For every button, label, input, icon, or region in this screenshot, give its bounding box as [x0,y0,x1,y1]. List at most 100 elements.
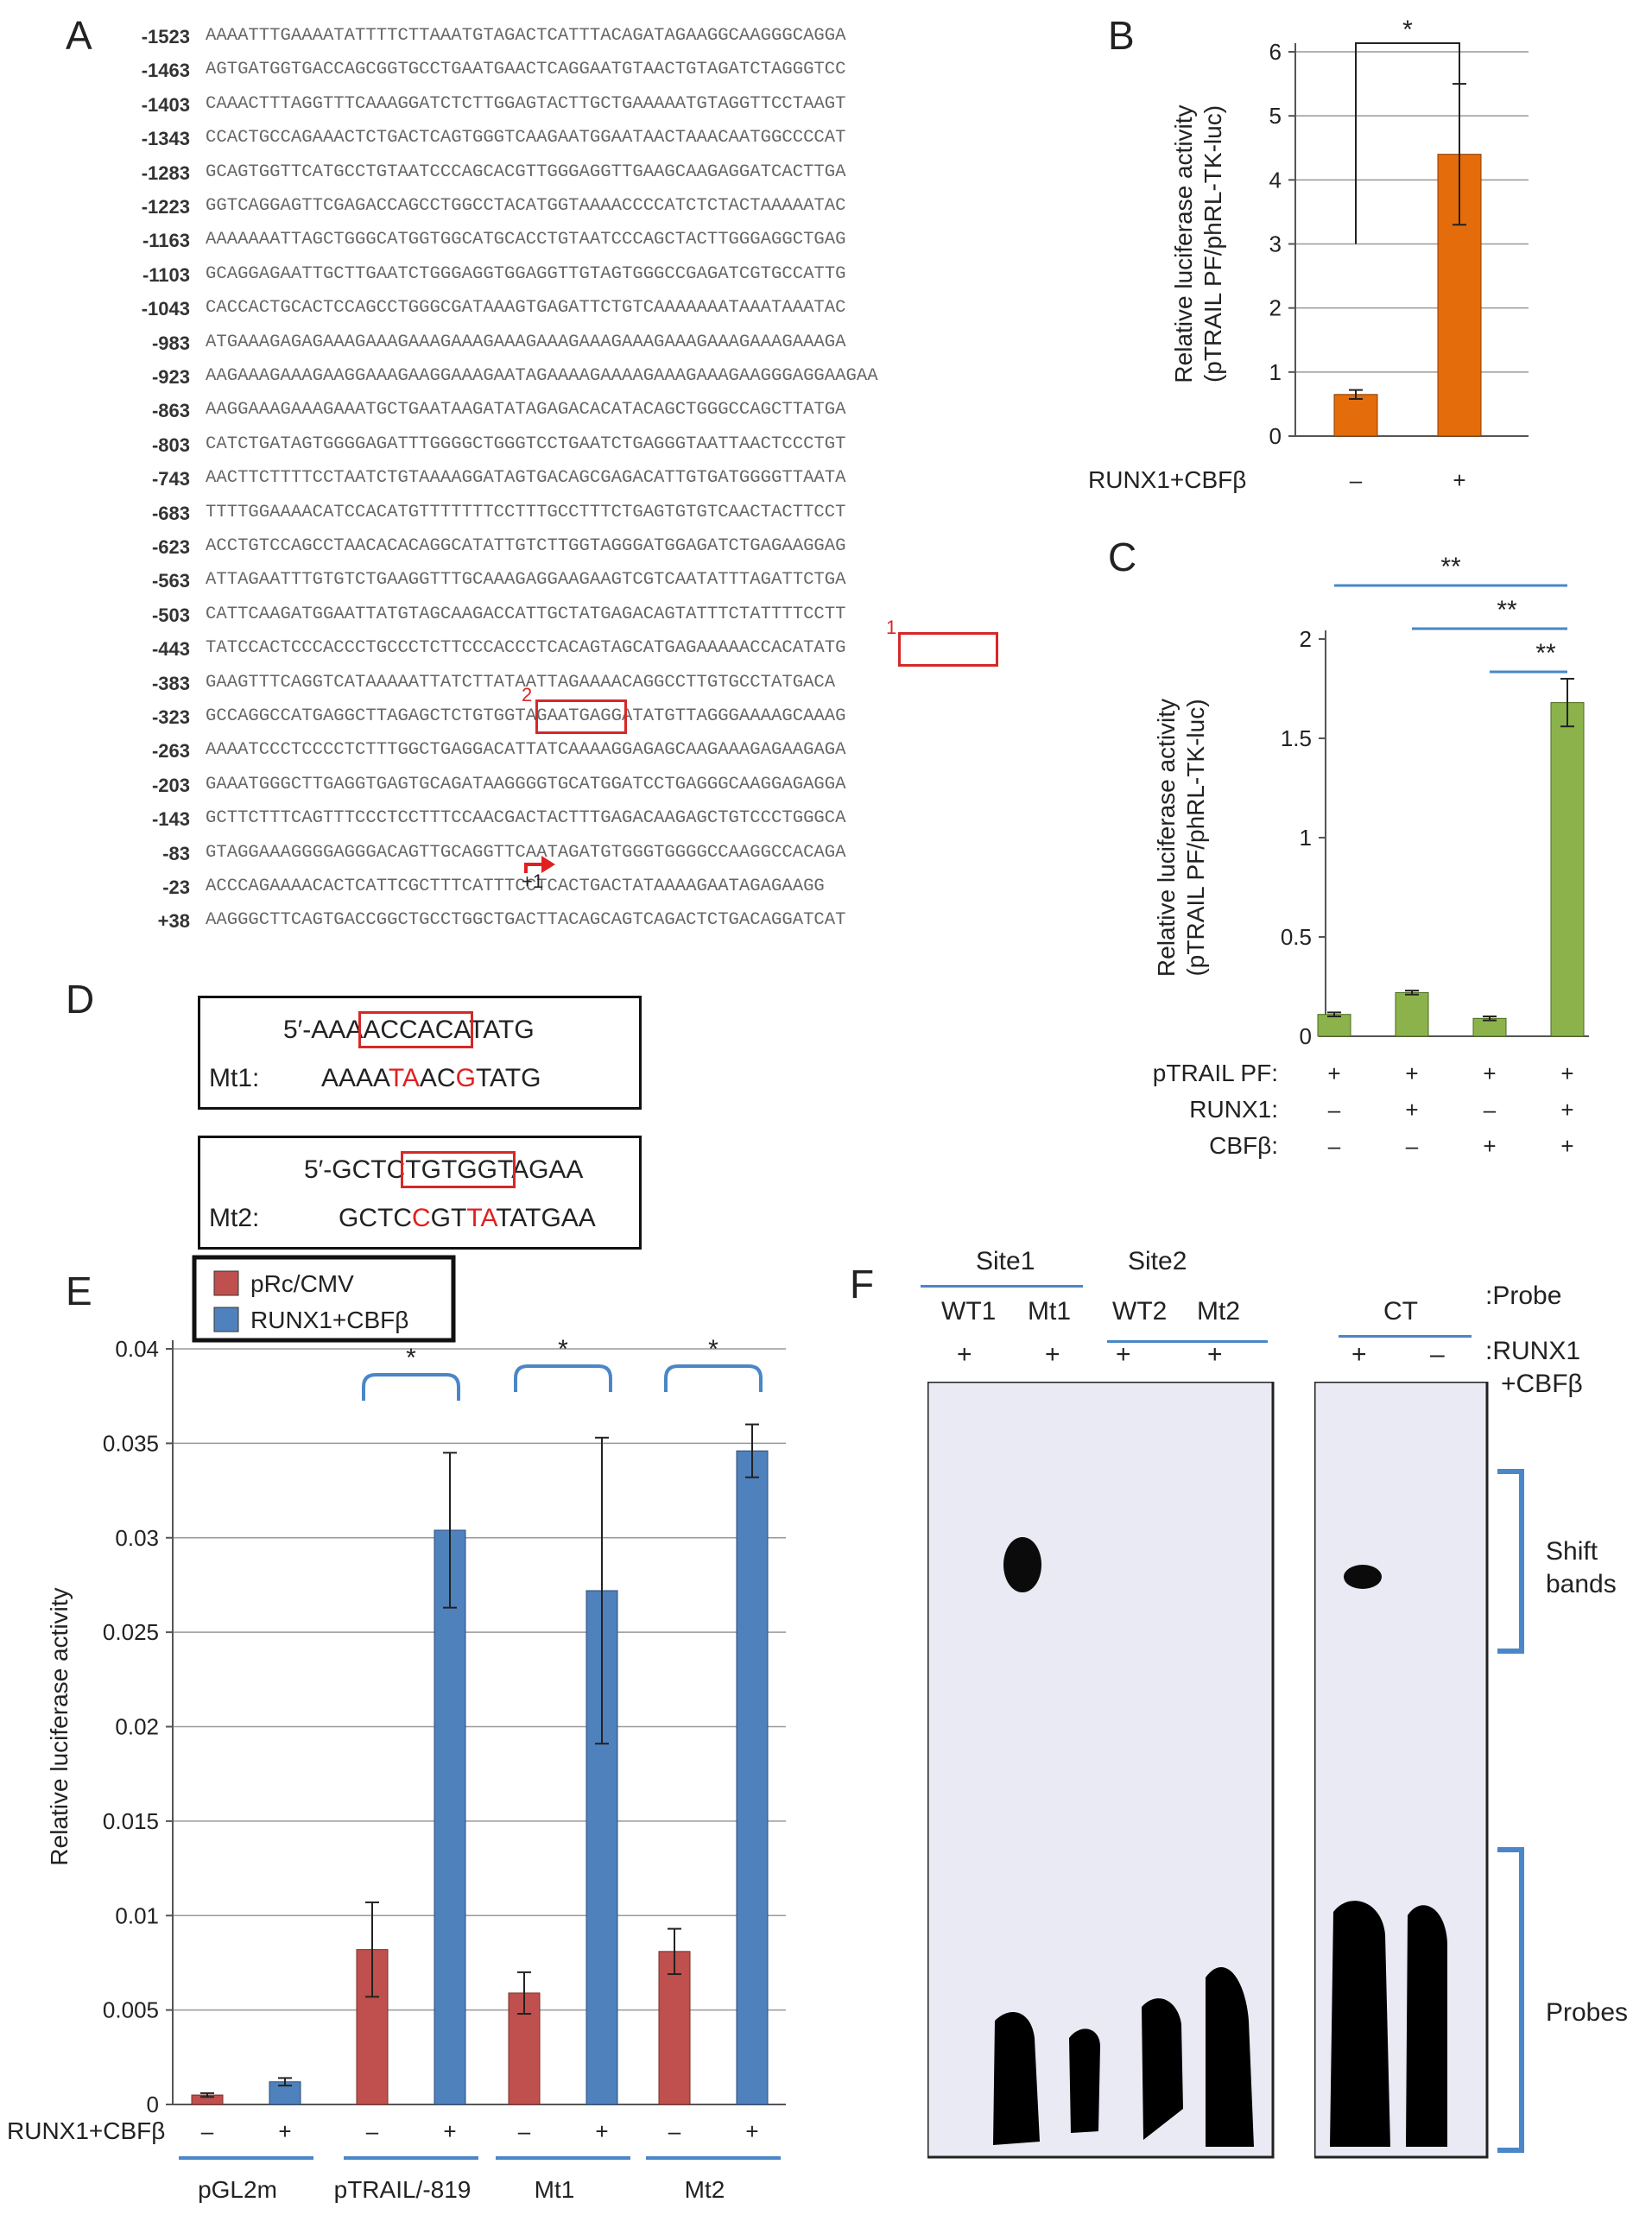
sign-ct-plus: + [1351,1340,1367,1369]
unchanged-base: GT [430,1204,467,1232]
sequence-position: -23 [162,877,190,898]
sequence-text: GCAGTGGTTCATGCCTGTAATCCCAGCACGTTGGGAGGTT… [206,161,846,182]
y-axis-label-line2: (pTRAIL PF/phRL-TK-luc) [1182,699,1209,976]
sequence-position: -1403 [141,93,190,116]
sequence-text: AACTTCTTTTCCTAATCTGTAAAAGGATAGTGACAGCGAG… [206,468,846,489]
sequence-text: AAAATCCCTCCCCTCTTTGGCTGAGGACATTATCAAAAGG… [206,740,846,761]
significance-bracket [1355,42,1460,244]
site2-line [1107,1340,1268,1343]
condition-row-label: pTRAIL PF: [1153,1060,1278,1086]
sequence-position: -1223 [141,196,190,218]
condition-sign: + [1327,1060,1340,1086]
panel-a-sequence: -1523 AAAATTTGAAAATATTTTCTTAAATGTAGACTCAT… [0,0,1071,959]
site1-mt-label: Mt1: [209,1064,260,1092]
x-category-label: + [1453,467,1465,493]
runx-row-label: :RUNX1 [1485,1337,1581,1365]
site2-mt-label: Mt2: [209,1204,260,1232]
y-tick-label: 0.02 [115,1714,159,1740]
tss-arrow-line [524,863,543,873]
legend-label: RUNX1+CBFβ [250,1307,408,1333]
condition-sign: + [595,2118,608,2144]
significance-bracket [362,1373,460,1401]
condition-sign: – [1328,1097,1341,1123]
sign-wt1: + [957,1340,972,1369]
sequence-text: GCCAGGCCATGAGGCTTAGAGCTCTGTGGTAGAATGAGGA… [206,706,846,726]
ct-line [1339,1335,1472,1338]
sequence-text: AAGAAAGAAAGAAGGAAAGAAGGAAAGAATAGAAAAGAAA… [206,366,878,386]
site1-wt-sequence: 5′-AAAACCACATATG [283,1011,535,1048]
probes-bracket [1497,1847,1524,2153]
sequence-text: TTTTGGAAAACATCCACATGTTTTTTTCCTTTGCCTTTCT… [206,502,846,522]
sequence-position: -863 [151,400,190,422]
significance-stars: ** [1440,553,1461,581]
panel-label-f: F [850,1262,875,1307]
site1-mt-sequence: AAAATAACGTATG [321,1064,541,1093]
site1-mutation-box: 5′-AAAACCACATATG Mt1: AAAATAACGTATG [198,996,642,1110]
bar [1550,702,1585,1037]
shift-band-ct [1344,1565,1382,1589]
y-tick-label: 2 [1269,295,1282,321]
chart-c: 0 0.5 1 1.5 2 ** ** ** Relative luciferase activ… [1153,553,1589,1159]
tss-label: +1 [522,870,544,892]
x-category-label: – [1350,467,1363,493]
y-axis-label: Relative luciferase activity [46,1587,73,1865]
sequence-text: CATCTGATAGTGGGGAGATTTGGGGCTGGGTCCTGAATCT… [206,434,846,454]
y-tick-label: 3 [1269,231,1282,257]
group-label: Mt1 [535,2176,575,2203]
condition-row-label: RUNX1: [1189,1096,1278,1123]
site2-wt-sequence: 5′-GCTCTGTGGTAGAA [304,1151,584,1188]
sequence-position: -743 [151,468,190,490]
sequence-text: CCACTGCCAGAAACTCTGACTCAGTGGGTCAAGAATGGAA… [206,128,846,149]
bar [736,1450,769,2105]
panel-label-b: B [1108,13,1135,58]
sequence-text: AGTGATGGTGACCAGCGGTGCCTGAATGAACTCAGGAATG… [206,60,846,80]
bar [1333,394,1378,437]
significance-star: * [406,1344,416,1372]
y-tick-label: 0.025 [103,1619,159,1645]
y-tick-label: 2 [1300,626,1312,652]
sequence-position: -1463 [141,60,190,82]
condition-row-label: CBFβ: [1209,1132,1278,1159]
panel-label-c: C [1108,535,1137,579]
sequence-position: -923 [151,366,190,388]
significance-star: * [708,1335,718,1364]
y-axis-label-line2: (pTRAIL PF/phRL-TK-luc) [1199,105,1226,383]
y-tick-label: 5 [1269,103,1282,129]
y-tick-label: 1 [1269,359,1282,385]
tss-arrow-icon [524,856,555,873]
bar [1317,1014,1351,1037]
row-label: RUNX1+CBFβ [7,2117,165,2144]
condition-sign: – [668,2118,681,2144]
sequence-text: GCAGGAGAATTGCTTGAATCTGGGAGGTGGAGGTTGTAGT… [206,263,846,284]
shift-bands-label: Shift [1546,1537,1598,1566]
sequence-position: -323 [151,706,190,728]
site2-number: 2 [522,684,533,706]
sequence-text: AAGGGCTTCAGTGACCGGCTGCCTGGCTGACTTACAGCAG… [206,910,846,931]
significance-star: * [558,1335,568,1364]
group-label: Mt2 [685,2176,725,2203]
condition-sign: + [278,2118,291,2144]
sequence-position: -623 [151,536,190,558]
probe-band-ct-plus [1330,1901,1390,2147]
y-axis-label-line1: Relative luciferase activity [1153,699,1180,977]
y-axis-label-text: Relative luciferase activity [46,1587,73,1865]
significance-star: * [1402,17,1413,44]
sequence-text: GCTTCTTTCAGTTTCCCTCCTTTCCAACGACTACTTTGAG… [206,808,846,829]
condition-sign: – [366,2118,379,2144]
condition-sign: + [443,2118,456,2144]
sequence-position: +38 [157,910,190,933]
mutated-base: TA [466,1204,497,1232]
condition-sign: + [1483,1133,1496,1159]
lane-ct: CT [1383,1297,1418,1326]
sequence-text: AAAATTTGAAAATATTTTCTTAAATGTAGACTCATTTACA… [206,26,846,46]
significance-stars: ** [1535,639,1556,668]
sequence-text: AAGGAAAGAAAGAAATGCTGAATAAGATATAGAGACACAT… [206,400,846,421]
group-label: pGL2m [198,2176,277,2203]
unchanged-base: AC [419,1064,456,1092]
sequence-position: -1283 [141,161,190,184]
probe-band-ct-minus [1406,1905,1447,2147]
mutated-base: TA [388,1064,420,1092]
unchanged-base: TATG [475,1064,541,1092]
sequence-position: -383 [151,672,190,694]
sequence-position: -563 [151,570,190,592]
